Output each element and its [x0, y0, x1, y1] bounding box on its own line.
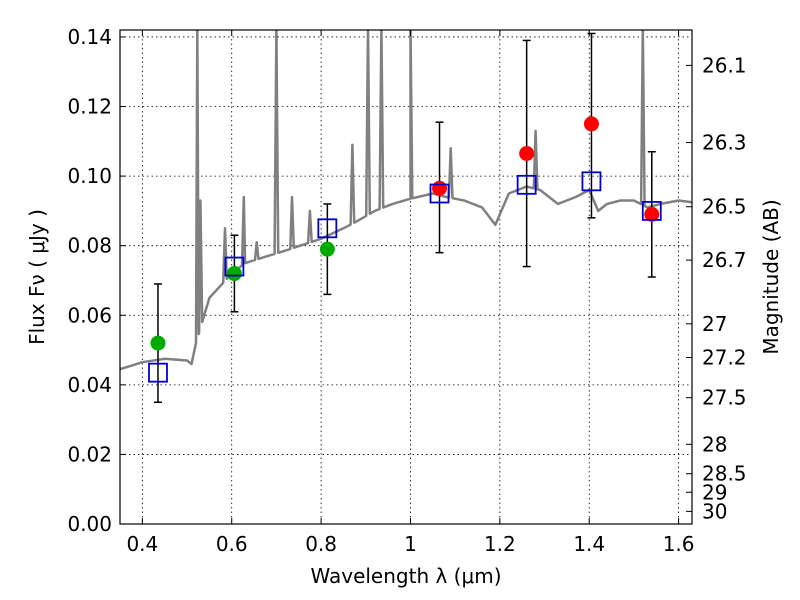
y-tick-label: 0.10 — [67, 164, 112, 188]
model-flux-square — [429, 183, 450, 204]
x-tick-label: 1.6 — [663, 532, 695, 556]
mag-tick-label: 26.7 — [702, 248, 747, 272]
observed-flux-point — [644, 206, 660, 222]
error-bars-layer — [153, 32, 656, 403]
mag-tick-label: 26.3 — [702, 131, 747, 155]
x-axis-label: Wavelength λ (μm) — [310, 564, 501, 588]
mag-tick-label: 30 — [702, 499, 727, 523]
mag-tick-label: 27 — [702, 312, 727, 336]
observed-points-layer — [150, 116, 660, 351]
y-tick-label: 0.06 — [67, 303, 112, 327]
axis-tick-labels: 0.4 0.6 0.8 1 1.2 1.4 1.6 0.00 0.02 0.04 0.06 0.08 0… — [67, 25, 746, 556]
observed-flux-point — [150, 335, 166, 351]
grid-lines — [120, 30, 692, 524]
model-flux-square — [641, 201, 662, 221]
model-flux-square — [581, 171, 602, 192]
observed-flux-point — [583, 116, 599, 132]
x-tick-label: 1 — [404, 532, 417, 556]
x-tick-label: 1.2 — [484, 532, 516, 556]
y-tick-label: 0.02 — [67, 442, 112, 466]
x-tick-label: 0.8 — [305, 532, 337, 556]
observed-flux-point — [519, 146, 535, 161]
mag-tick-label: 28 — [702, 432, 727, 456]
observed-flux-point — [226, 266, 242, 282]
y-tick-label: 0.04 — [67, 373, 112, 397]
axis-ticks — [120, 30, 692, 525]
observed-flux-point — [319, 241, 335, 257]
y-tick-label: 0.14 — [67, 25, 112, 49]
y-tick-label: 0.12 — [67, 95, 112, 119]
model-spectrum-layer — [120, 30, 692, 371]
x-tick-label: 0.4 — [126, 532, 158, 556]
mag-tick-label: 26.1 — [702, 53, 747, 77]
mag-tick-label: 26.5 — [702, 195, 747, 219]
model-flux-square — [224, 256, 245, 277]
x-tick-label: 1.4 — [573, 532, 605, 556]
y-axis-right-label: Magnitude (AB) — [759, 199, 783, 354]
mag-tick-label: 27.5 — [702, 386, 747, 410]
model-spectrum-line — [120, 30, 692, 371]
x-tick-label: 0.6 — [216, 532, 248, 556]
model-flux-square — [148, 362, 168, 383]
mag-tick-label: 27.2 — [702, 345, 747, 369]
model-flux-square — [317, 218, 338, 239]
y-tick-label: 0.00 — [67, 512, 112, 536]
observed-flux-point — [432, 180, 448, 196]
plot-frame — [119, 29, 693, 525]
y-axis-label: Flux Fν ( μJy ) — [25, 209, 49, 345]
mag-tick-label: 29 — [702, 480, 727, 504]
mag-tick-label: 28.5 — [702, 462, 747, 486]
model-flux-square — [516, 174, 537, 195]
model-points-layer — [148, 171, 662, 383]
y-tick-label: 0.08 — [67, 234, 112, 258]
